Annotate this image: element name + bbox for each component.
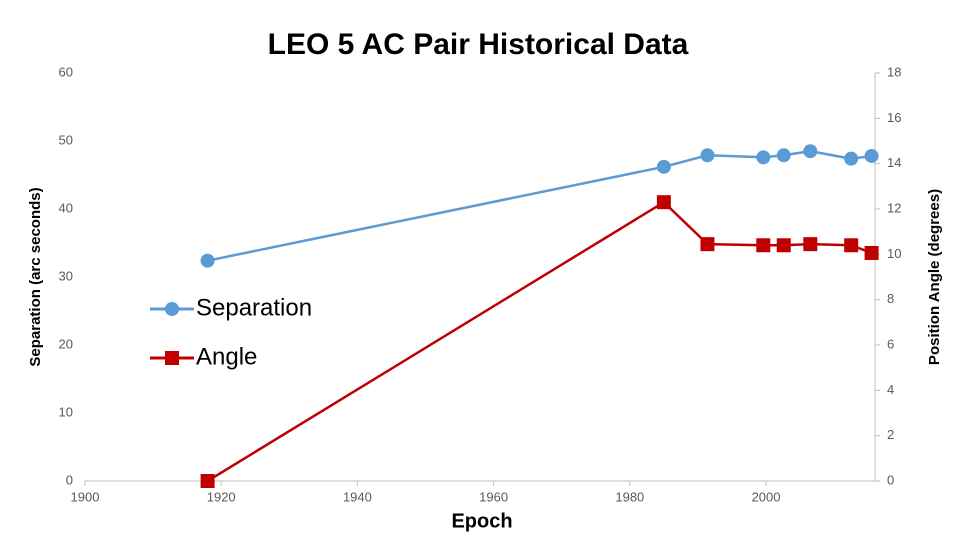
y-axis-label: Separation (arc seconds) [27, 187, 44, 366]
y2-tick-label: 2 [887, 427, 894, 442]
marker [700, 148, 715, 163]
legend-label: Angle [196, 343, 257, 370]
marker [756, 238, 771, 253]
y2-axis-label: Position Angle (degrees) [926, 189, 943, 365]
marker [200, 253, 215, 268]
y2-tick-label: 8 [887, 291, 894, 306]
x-tick-label: 1960 [479, 489, 508, 504]
marker [844, 151, 859, 166]
y2-tick-label: 12 [887, 200, 901, 215]
y-tick-label: 40 [59, 200, 73, 215]
y-tick-label: 30 [59, 268, 73, 283]
y-tick-label: 0 [66, 472, 73, 487]
x-tick-label: 1980 [615, 489, 644, 504]
x-tick-label: 1940 [343, 489, 372, 504]
y2-tick-label: 10 [887, 246, 901, 261]
marker [165, 302, 179, 316]
marker [803, 237, 818, 252]
x-axis-label: Epoch [451, 510, 512, 532]
marker [776, 148, 791, 163]
y2-tick-label: 16 [887, 110, 901, 125]
marker [656, 195, 671, 210]
y-tick-label: 60 [59, 64, 73, 79]
marker [165, 351, 179, 365]
y2-tick-label: 0 [887, 472, 894, 487]
y-tick-label: 50 [59, 132, 73, 147]
y2-tick-label: 6 [887, 336, 894, 351]
marker [803, 144, 818, 159]
marker [756, 150, 771, 165]
y2-tick-label: 14 [887, 155, 901, 170]
y-tick-label: 20 [59, 336, 73, 351]
chart-title: LEO 5 AC Pair Historical Data [268, 28, 689, 61]
y2-tick-label: 18 [887, 64, 901, 79]
marker [844, 238, 859, 253]
marker [200, 474, 215, 488]
marker [776, 238, 791, 253]
x-tick-label: 2000 [752, 489, 781, 504]
x-tick-label: 1920 [207, 489, 236, 504]
marker [864, 148, 879, 163]
marker [864, 245, 879, 260]
marker [700, 237, 715, 252]
marker [656, 159, 671, 174]
legend-label: Separation [196, 294, 312, 321]
y-tick-label: 10 [59, 404, 73, 419]
y2-tick-label: 4 [887, 382, 894, 397]
x-tick-label: 1900 [71, 489, 100, 504]
